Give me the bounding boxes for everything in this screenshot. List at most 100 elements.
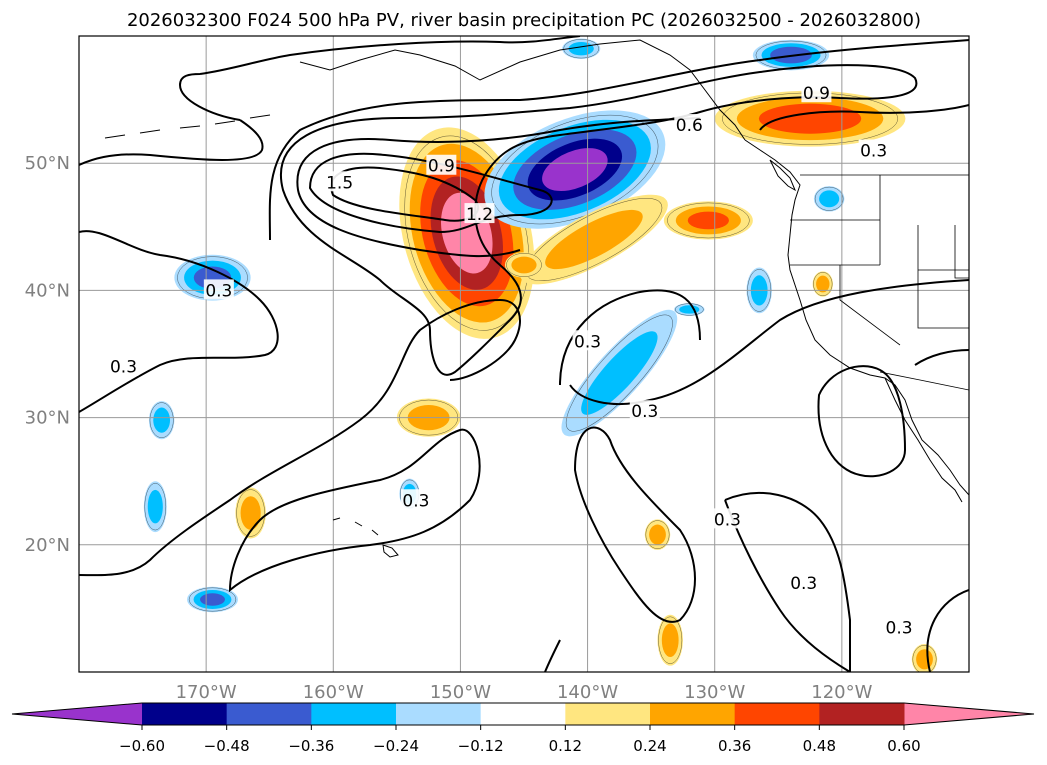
north-american-coastline xyxy=(744,139,969,496)
pv-contour-0.3-east xyxy=(817,349,969,478)
pv-contour-label: 0.3 xyxy=(402,491,429,511)
precip-outline-4 xyxy=(667,202,750,239)
alaska-coastline xyxy=(299,39,746,141)
pv-label-bg xyxy=(426,154,457,175)
map-area: 1.5 0.9 1.2 0.6 0.9 0.3 0.3 0.3 0.3 0.3 0.3 0.3 0.3 0… xyxy=(25,35,970,703)
pv-contour-1.2-inner xyxy=(308,152,553,234)
lon-tick-label: 150°W xyxy=(430,682,491,703)
pv-contour-label: 0.3 xyxy=(631,402,658,422)
colorbar-swatch xyxy=(480,703,566,725)
lon-tick-label: 140°W xyxy=(557,682,618,703)
aleutian-islands xyxy=(104,114,271,139)
precip-outline-12 xyxy=(645,520,670,549)
pv-label-bg xyxy=(203,279,234,300)
precip-outline-8 xyxy=(149,402,174,438)
colorbar-tick-label: −0.24 xyxy=(373,737,419,755)
precip-anomaly-22 xyxy=(504,252,544,278)
axis-tick-labels: 20°N 30°N 40°N 50°N 170°W 160°W 150°W 140°W 130°… xyxy=(25,153,873,703)
precip-outline-19 xyxy=(912,644,937,672)
precip-outline-9 xyxy=(236,489,265,537)
pv-contour-label: 1.5 xyxy=(326,173,353,193)
colorbar-swatch xyxy=(226,703,312,725)
colorbar-swatch xyxy=(565,703,651,725)
pv-contour-0.3-northeast xyxy=(759,104,969,131)
precip-outline-18 xyxy=(658,616,683,664)
pv-contour-0.6 xyxy=(268,39,969,241)
precip-anomaly-12 xyxy=(644,519,671,550)
colorbar-tick-label: 0.48 xyxy=(803,737,836,755)
pv-contour-label: 0.3 xyxy=(205,281,232,301)
pv-contour-label: 0.9 xyxy=(803,84,830,104)
precip-band-16-1 xyxy=(568,42,594,56)
pv-label-bg xyxy=(674,114,705,135)
precip-band-6-1 xyxy=(581,331,658,415)
precip-pc-layer xyxy=(143,38,938,672)
precip-anomaly-20 xyxy=(674,303,705,316)
lon-tick-label: 160°W xyxy=(303,682,364,703)
precip-band-12-1 xyxy=(649,524,666,545)
pv-contour-label: 0.3 xyxy=(860,141,887,161)
pv-label-bg xyxy=(572,330,603,351)
lat-tick-label: 30°N xyxy=(25,408,70,429)
precip-band-3-1 xyxy=(545,209,643,270)
pv-contour-label: 0.6 xyxy=(676,116,703,136)
pv-contour-label: 0.9 xyxy=(428,157,455,177)
state-borders xyxy=(790,175,969,346)
chart-title: 2026032300 F024 500 hPa PV, river basin … xyxy=(127,10,921,31)
pv-contour-label: 0.3 xyxy=(574,332,601,352)
precip-outline-6 xyxy=(565,314,673,432)
precip-outline-14 xyxy=(813,272,833,296)
precip-band-22-1 xyxy=(511,256,537,274)
precip-band-4-2 xyxy=(687,211,729,230)
colorbar: −0.60 −0.48 −0.36 −0.24 −0.12 0.12 0.24 0.36 0.4… xyxy=(11,702,1035,755)
pv-contour-label: 1.2 xyxy=(466,205,493,225)
pv-contour-label: 0.3 xyxy=(886,618,913,638)
colorbar-extend-max xyxy=(904,703,1034,725)
precip-band-2-2 xyxy=(758,103,862,134)
precip-band-19-1 xyxy=(916,649,933,670)
precip-outline-22 xyxy=(506,253,542,277)
precip-anomaly-9 xyxy=(235,487,266,539)
lon-tick-label: 130°W xyxy=(684,682,745,703)
colorbar-tick-label: 0.12 xyxy=(549,737,582,755)
pv-label-bg xyxy=(801,82,832,103)
precip-band-18-1 xyxy=(661,623,679,657)
precip-outline-11 xyxy=(188,587,237,612)
precip-anomaly-19 xyxy=(911,644,938,672)
precip-outline-15 xyxy=(814,186,844,211)
lon-tick-label: 120°W xyxy=(811,682,872,703)
colorbar-swatch xyxy=(650,703,736,725)
pv-contour-label: 0.3 xyxy=(110,358,137,378)
pv-contour-labels: 1.5 0.9 1.2 0.6 0.9 0.3 0.3 0.3 0.3 0.3 0.3 0.3 0.3 0… xyxy=(108,82,915,638)
us-mexico-border xyxy=(879,371,969,391)
precip-band-11-2 xyxy=(200,593,225,606)
precip-band-14-1 xyxy=(816,275,830,293)
colorbar-swatch xyxy=(142,703,228,725)
lat-tick-label: 40°N xyxy=(25,280,70,301)
lat-tick-label: 20°N xyxy=(25,535,70,556)
precip-band-9-1 xyxy=(240,496,261,530)
hawaiian-islands xyxy=(332,517,399,558)
precip-anomaly-14 xyxy=(812,271,833,297)
pv-contour-0.3-southeast xyxy=(724,492,852,672)
colorbar-extend-min xyxy=(12,703,142,725)
pv-contour-0.3-central xyxy=(79,230,521,577)
pv-contour-0.3-central-closed xyxy=(559,279,969,406)
pv-label-bg xyxy=(788,571,819,592)
pv-label-bg xyxy=(629,400,660,421)
pv-label-bg xyxy=(400,489,431,510)
precip-anomaly-15 xyxy=(813,186,845,212)
pv-label-bg xyxy=(108,355,139,376)
lon-tick-label: 170°W xyxy=(176,682,237,703)
precip-band-1-4 xyxy=(542,148,608,192)
coastlines xyxy=(104,39,969,558)
pv-contours xyxy=(79,36,969,672)
pv-label-bg xyxy=(884,616,915,637)
pv-label-bg xyxy=(324,171,355,192)
lat-tick-label: 50°N xyxy=(25,153,70,174)
precip-band-15-1 xyxy=(819,190,840,208)
precip-anomaly-8 xyxy=(148,401,175,440)
pv-label-bg xyxy=(712,508,743,529)
colorbar-tick-label: −0.60 xyxy=(119,737,165,755)
